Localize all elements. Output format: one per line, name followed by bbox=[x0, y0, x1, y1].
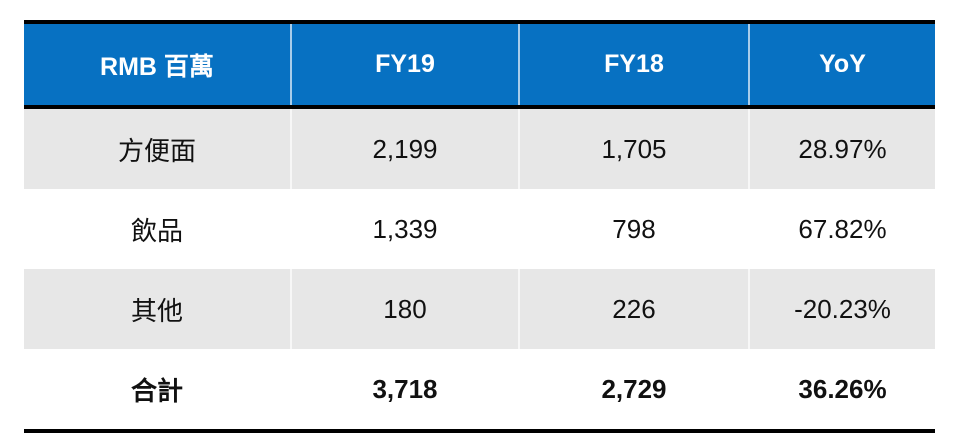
table-header-row: RMB 百萬 FY19 FY18 YoY bbox=[24, 24, 935, 109]
fy19-value-cell: 2,199 bbox=[290, 109, 518, 189]
fy18-value-cell: 226 bbox=[518, 269, 748, 349]
fy18-value-cell: 1,705 bbox=[518, 109, 748, 189]
yoy-value-cell: -20.23% bbox=[748, 269, 935, 349]
row-label-cell: 飲品 bbox=[130, 215, 183, 246]
header-cell-unit: RMB 百萬 bbox=[100, 52, 214, 81]
header-cell-fy19: FY19 bbox=[290, 24, 518, 105]
header-cell-fy18: FY18 bbox=[518, 24, 748, 105]
row-label-cell: 方便面 bbox=[117, 135, 196, 166]
table-row-total: 合計 3,718 2,729 36.26% bbox=[24, 349, 935, 429]
fy18-value-cell: 798 bbox=[518, 189, 748, 269]
fy18-value-cell: 2,729 bbox=[518, 349, 748, 429]
row-label-cell: 合計 bbox=[130, 375, 183, 406]
fy19-value-cell: 1,339 bbox=[290, 189, 518, 269]
financial-table: RMB 百萬 FY19 FY18 YoY 方便面 2,199 1,705 28.… bbox=[24, 20, 935, 433]
header-cell-yoy: YoY bbox=[748, 24, 935, 105]
row-label-cell: 其他 bbox=[130, 295, 183, 326]
yoy-value-cell: 36.26% bbox=[748, 349, 935, 429]
fy19-value-cell: 3,718 bbox=[290, 349, 518, 429]
yoy-value-cell: 28.97% bbox=[748, 109, 935, 189]
table-row-others: 其他 180 226 -20.23% bbox=[24, 269, 935, 349]
table-row-instant-noodles: 方便面 2,199 1,705 28.97% bbox=[24, 109, 935, 189]
fy19-value-cell: 180 bbox=[290, 269, 518, 349]
yoy-value-cell: 67.82% bbox=[748, 189, 935, 269]
table-row-beverages: 飲品 1,339 798 67.82% bbox=[24, 189, 935, 269]
